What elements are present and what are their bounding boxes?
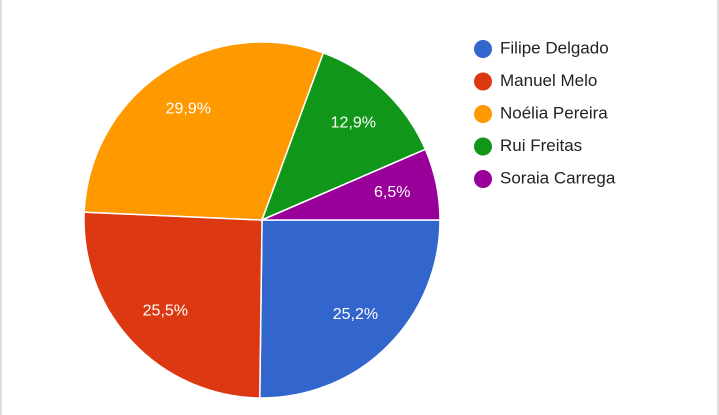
legend-label: Filipe Delgado — [500, 38, 609, 57]
legend-swatch — [474, 137, 492, 156]
data-label: 12,9% — [331, 115, 376, 132]
pie-slice — [83, 211, 263, 399]
data-label: 29,9% — [166, 101, 211, 118]
legend-label: Rui Freitas — [500, 136, 582, 155]
pie-slice — [83, 41, 325, 221]
legend-swatch — [474, 40, 492, 58]
pie-slice — [260, 51, 427, 222]
data-label: 25,2% — [333, 306, 378, 323]
data-label: 25,5% — [143, 303, 188, 320]
legend-swatch — [474, 105, 492, 123]
pie-slice — [259, 219, 441, 399]
legend-label: Manuel Melo — [500, 71, 597, 90]
legend-label: Noélia Pereira — [500, 103, 608, 122]
legend-swatch — [474, 170, 492, 188]
legend-swatch — [474, 72, 492, 91]
legend-label: Soraia Carrega — [500, 168, 616, 187]
data-label: 6,5% — [374, 184, 410, 201]
pie-slice — [261, 148, 441, 221]
